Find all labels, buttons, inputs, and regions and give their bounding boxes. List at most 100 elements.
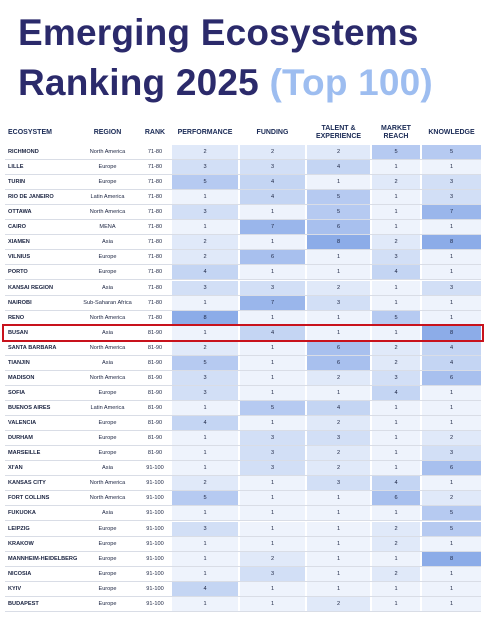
text-cell: North America [89, 480, 126, 487]
score-cell: 1 [372, 506, 420, 521]
text-cell: 71-80 [147, 254, 163, 261]
score-cell: 1 [372, 295, 420, 310]
text-cell: BUSAN [8, 329, 28, 336]
score-cell: 2 [307, 446, 370, 461]
score-cell: 1 [372, 551, 420, 566]
score-cell: 4 [307, 401, 370, 416]
score-cell: 2 [307, 280, 370, 295]
text-cell: Asia [102, 284, 113, 291]
score-cell: 1 [422, 385, 481, 400]
score-cell: 5 [422, 145, 481, 159]
text-cell: 71-80 [147, 209, 163, 216]
score-cell: 3 [240, 280, 305, 295]
score-cell: 1 [372, 280, 420, 295]
text-cell: Asia [102, 359, 113, 366]
text-cell: 81-90 [147, 374, 163, 381]
text-cell: RICHMOND [8, 149, 39, 155]
text-cell: DURHAM [8, 435, 33, 442]
score-cell: 3 [422, 190, 481, 205]
text-cell: 81-90 [147, 450, 163, 457]
score-cell: 1 [422, 476, 481, 491]
text-cell: 81-90 [147, 389, 163, 396]
text-cell: 71-80 [147, 179, 163, 186]
table-row: TURIN Europe 71-80 5 4 1 2 3 [5, 175, 481, 191]
text-cell: VALENCIA [8, 420, 37, 427]
text-cell: 81-90 [147, 405, 163, 412]
score-cell: 4 [240, 175, 305, 190]
score-cell: 1 [422, 581, 481, 596]
title-main: Emerging Ecosystems Ranking 2025 [18, 12, 419, 103]
text-cell: Asia [102, 329, 113, 336]
column-header: MARKET REACH [381, 125, 411, 140]
text-cell: BUDAPEST [8, 600, 39, 607]
score-cell: 1 [307, 491, 370, 506]
score-cell: 3 [307, 295, 370, 310]
title: Emerging Ecosystems Ranking 2025 (Top 10… [18, 8, 478, 108]
score-cell: 1 [307, 325, 370, 340]
text-cell: 91-100 [146, 465, 164, 472]
score-cell: 1 [240, 205, 305, 220]
score-cell: 2 [307, 596, 370, 611]
text-cell: PORTO [8, 269, 28, 276]
score-cell: 1 [372, 446, 420, 461]
score-cell: 1 [372, 416, 420, 431]
score-cell: 1 [307, 536, 370, 551]
text-cell: 91-100 [146, 480, 164, 487]
score-cell: 7 [422, 205, 481, 220]
table-row: CAIRO MENA 71-80 1 7 6 1 1 [5, 220, 481, 236]
table-row: NAIROBI Sub-Saharan Africa 71-80 1 7 3 1 1 [5, 295, 481, 311]
score-cell: 8 [422, 551, 481, 566]
score-cell: 5 [422, 521, 481, 536]
score-cell: 3 [307, 431, 370, 446]
score-cell: 5 [172, 355, 238, 370]
score-cell: 1 [422, 596, 481, 611]
score-cell: 2 [240, 551, 305, 566]
text-cell: NAIROBI [8, 299, 32, 306]
score-cell: 1 [172, 461, 238, 476]
text-cell: Europe [98, 435, 117, 442]
text-cell: KRAKOW [8, 540, 34, 547]
highlight-box [2, 323, 484, 342]
text-cell: Europe [98, 450, 117, 457]
score-cell: 6 [307, 355, 370, 370]
score-cell: 7 [240, 295, 305, 310]
score-cell: 1 [307, 581, 370, 596]
score-cell: 8 [422, 235, 481, 250]
score-cell: 2 [372, 355, 420, 370]
score-cell: 3 [422, 280, 481, 295]
table-row: KANSAS CITY North America 91-100 2 1 3 4 1 [5, 476, 481, 492]
score-cell: 5 [240, 401, 305, 416]
score-cell: 4 [422, 340, 481, 355]
score-cell: 1 [372, 401, 420, 416]
score-cell: 1 [372, 160, 420, 175]
score-cell: 3 [372, 370, 420, 385]
text-cell: FORT COLLINS [8, 495, 50, 502]
text-cell: SANTA BARBARA [8, 344, 57, 351]
text-cell: Europe [98, 525, 117, 532]
score-cell: 6 [422, 461, 481, 476]
text-cell: Europe [98, 389, 117, 396]
score-cell: 1 [422, 250, 481, 265]
score-cell: 1 [372, 461, 420, 476]
score-cell: 3 [307, 476, 370, 491]
score-cell: 6 [240, 250, 305, 265]
text-cell: North America [89, 314, 126, 321]
text-cell: North America [89, 149, 126, 155]
text-cell: KANSAS CITY [8, 480, 46, 487]
table-row: VILNIUS Europe 71-80 2 6 1 3 1 [5, 250, 481, 266]
score-cell: 5 [307, 190, 370, 205]
score-cell: 3 [172, 160, 238, 175]
text-cell: RIO DE JANEIRO [8, 194, 54, 201]
score-cell: 2 [172, 235, 238, 250]
column-header: ECOSYSTEM [8, 129, 52, 136]
score-cell: 2 [172, 476, 238, 491]
score-cell: 6 [422, 370, 481, 385]
column-header: PERFORMANCE [177, 129, 233, 136]
table-row: MARSEILLE Europe 81-90 1 3 2 1 3 [5, 446, 481, 462]
text-cell: 81-90 [147, 359, 163, 366]
score-cell: 3 [422, 175, 481, 190]
score-cell: 1 [172, 566, 238, 581]
table-row: LEIPZIG Europe 91-100 3 1 1 2 5 [5, 521, 481, 537]
text-cell: 71-80 [147, 164, 163, 171]
